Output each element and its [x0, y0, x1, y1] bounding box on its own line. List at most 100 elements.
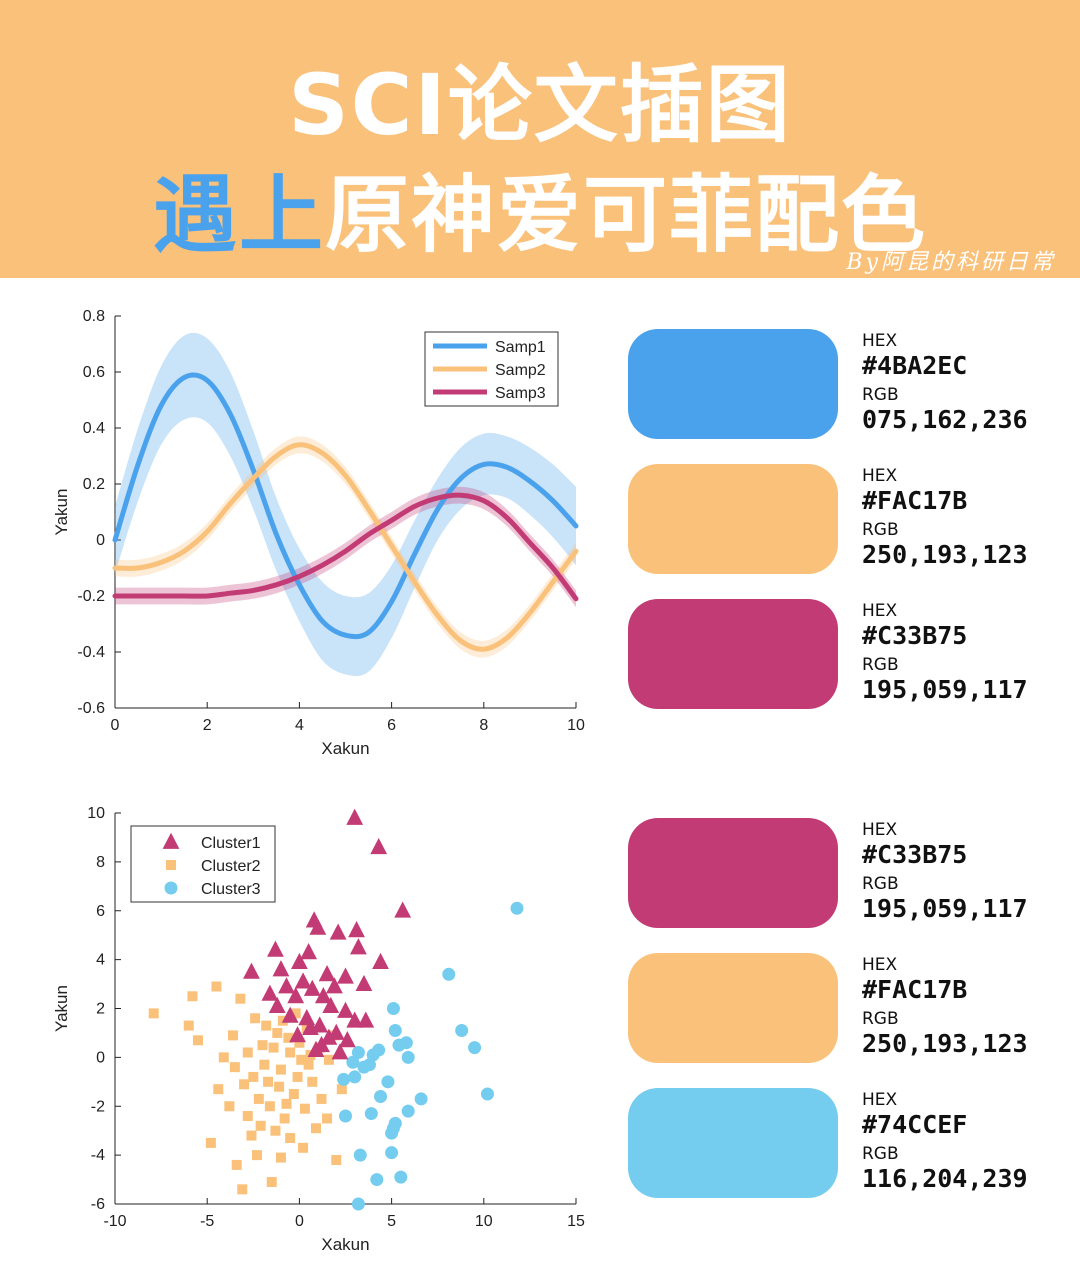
rgb-label: RGB — [862, 1009, 899, 1029]
x-tick-label: 15 — [567, 1213, 585, 1230]
swatch-info: HEX #4BA2EC RGB 075,162,236 — [862, 331, 1028, 435]
rgb-value: 075,162,236 — [862, 405, 1028, 434]
data-point-cluster2 — [294, 1037, 305, 1048]
data-point-cluster1 — [261, 984, 279, 1001]
series-line-samp1 — [112, 372, 579, 640]
data-point-cluster2 — [229, 1062, 240, 1073]
data-point-cluster3 — [401, 1104, 415, 1118]
data-point-cluster2 — [281, 1098, 292, 1109]
hex-value: #C33B75 — [862, 840, 968, 869]
data-point-cluster1 — [309, 918, 327, 935]
data-point-cluster2 — [187, 991, 198, 1002]
data-point-cluster2 — [290, 1008, 301, 1019]
data-point-cluster1 — [372, 952, 389, 969]
x-tick-label: 6 — [387, 717, 396, 734]
hex-value: #FAC17B — [862, 975, 968, 1004]
data-point-cluster2 — [299, 1103, 310, 1114]
data-point-cluster1 — [287, 987, 305, 1004]
hex-value: #4BA2EC — [862, 351, 968, 380]
data-point-cluster3 — [385, 1146, 399, 1160]
x-tick-label: 4 — [295, 717, 304, 734]
swatch-info: HEX #74CCEF RGB 116,204,239 — [862, 1090, 1028, 1194]
rgb-value: 250,193,123 — [862, 1029, 1028, 1058]
legend-marker — [166, 860, 176, 870]
data-point-cluster2 — [239, 1079, 250, 1090]
data-point-cluster1 — [272, 960, 290, 977]
scatter-chart: -10 -5 0 5 10 15 -6 -4 -2 0 2 4 6 8 10 Xakun Yakun Cluste… — [52, 805, 585, 1254]
swatch-bottom-2: HEX #FAC17B RGB 250,193,123 — [628, 953, 1058, 1065]
data-point-cluster2 — [259, 1059, 270, 1070]
title-line-2: 遇上原神爱可菲配色 — [0, 148, 1080, 269]
y-tick-label: 0.4 — [83, 420, 105, 437]
data-point-cluster1 — [294, 972, 312, 989]
y-tick-label: -0.6 — [77, 700, 105, 717]
x-tick-label: 0 — [295, 1213, 304, 1230]
legend-label: Samp1 — [495, 339, 546, 356]
legend-label: Cluster3 — [201, 881, 261, 898]
data-point-cluster3 — [374, 1089, 388, 1103]
data-point-cluster2 — [292, 1071, 303, 1082]
data-point-cluster3 — [353, 1148, 367, 1162]
data-point-cluster3 — [468, 1041, 482, 1055]
swatch-info: HEX #FAC17B RGB 250,193,123 — [862, 466, 1028, 570]
data-point-cluster3 — [364, 1107, 378, 1121]
y-tick-label: 0.2 — [83, 476, 105, 493]
data-point-cluster2 — [246, 1130, 257, 1141]
swatch-top-3: HEX #C33B75 RGB 195,059,117 — [628, 599, 1058, 711]
color-swatch — [628, 953, 838, 1063]
data-point-cluster1 — [243, 962, 260, 979]
y-tick-label: 0 — [96, 1049, 105, 1066]
data-point-cluster3 — [381, 1075, 395, 1089]
data-point-cluster2 — [266, 1177, 277, 1188]
data-point-cluster2 — [231, 1159, 242, 1170]
data-point-cluster1 — [302, 1018, 319, 1035]
data-point-cluster2 — [264, 1101, 275, 1112]
title-line-1: SCI论文插图 — [288, 56, 792, 154]
legend-label: Samp2 — [495, 362, 546, 379]
data-point-cluster2 — [285, 1133, 296, 1144]
y-tick-label: 6 — [96, 903, 105, 920]
legend-label: Cluster2 — [201, 858, 261, 875]
data-point-cluster2 — [224, 1101, 235, 1112]
x-tick-label: -10 — [103, 1213, 126, 1230]
data-point-cluster3 — [351, 1045, 365, 1059]
data-point-cluster1 — [281, 1006, 299, 1023]
data-point-cluster1 — [327, 1023, 345, 1040]
rgb-label: RGB — [862, 1144, 899, 1164]
header-banner: SCI论文插图 遇上原神爱可菲配色 By阿昆的科研日常 — [0, 0, 1080, 278]
x-tick-label: -5 — [200, 1213, 214, 1230]
y-tick-label: 2 — [96, 1001, 105, 1018]
data-point-cluster2 — [288, 1089, 299, 1100]
data-point-cluster1 — [326, 977, 343, 994]
hex-label: HEX — [862, 466, 898, 486]
data-point-cluster3 — [370, 1173, 384, 1187]
swatch-info: HEX #C33B75 RGB 195,059,117 — [862, 820, 1028, 924]
data-point-cluster1 — [394, 901, 412, 918]
data-point-cluster2 — [272, 1027, 283, 1038]
data-point-cluster2 — [235, 993, 246, 1004]
data-point-cluster1 — [329, 923, 347, 940]
x-tick-label: 2 — [203, 717, 212, 734]
color-swatch — [628, 1088, 838, 1198]
legend: Cluster1 Cluster2 Cluster3 — [130, 825, 276, 903]
data-point-cluster1 — [278, 977, 295, 994]
data-point-cluster3 — [394, 1170, 408, 1184]
data-point-cluster3 — [510, 901, 524, 915]
data-point-cluster1 — [355, 974, 373, 991]
data-point-cluster1 — [289, 1026, 306, 1043]
data-point-cluster1 — [267, 940, 284, 957]
data-point-cluster3 — [386, 1121, 400, 1135]
y-tick-label: 10 — [87, 805, 105, 822]
hex-label: HEX — [862, 331, 898, 351]
data-point-cluster2 — [248, 1071, 259, 1082]
swatch-top-2: HEX #FAC17B RGB 250,193,123 — [628, 464, 1058, 576]
data-point-cluster1 — [307, 1040, 325, 1057]
confidence-band-samp3 — [115, 486, 576, 608]
data-point-cluster1 — [350, 938, 367, 955]
data-point-cluster1 — [303, 979, 321, 996]
data-point-cluster1 — [357, 1011, 375, 1028]
x-tick-label: 0 — [111, 717, 120, 734]
data-point-cluster2 — [263, 1076, 274, 1087]
rgb-value: 195,059,117 — [862, 675, 1028, 704]
x-axis-label: Xakun — [321, 739, 369, 758]
